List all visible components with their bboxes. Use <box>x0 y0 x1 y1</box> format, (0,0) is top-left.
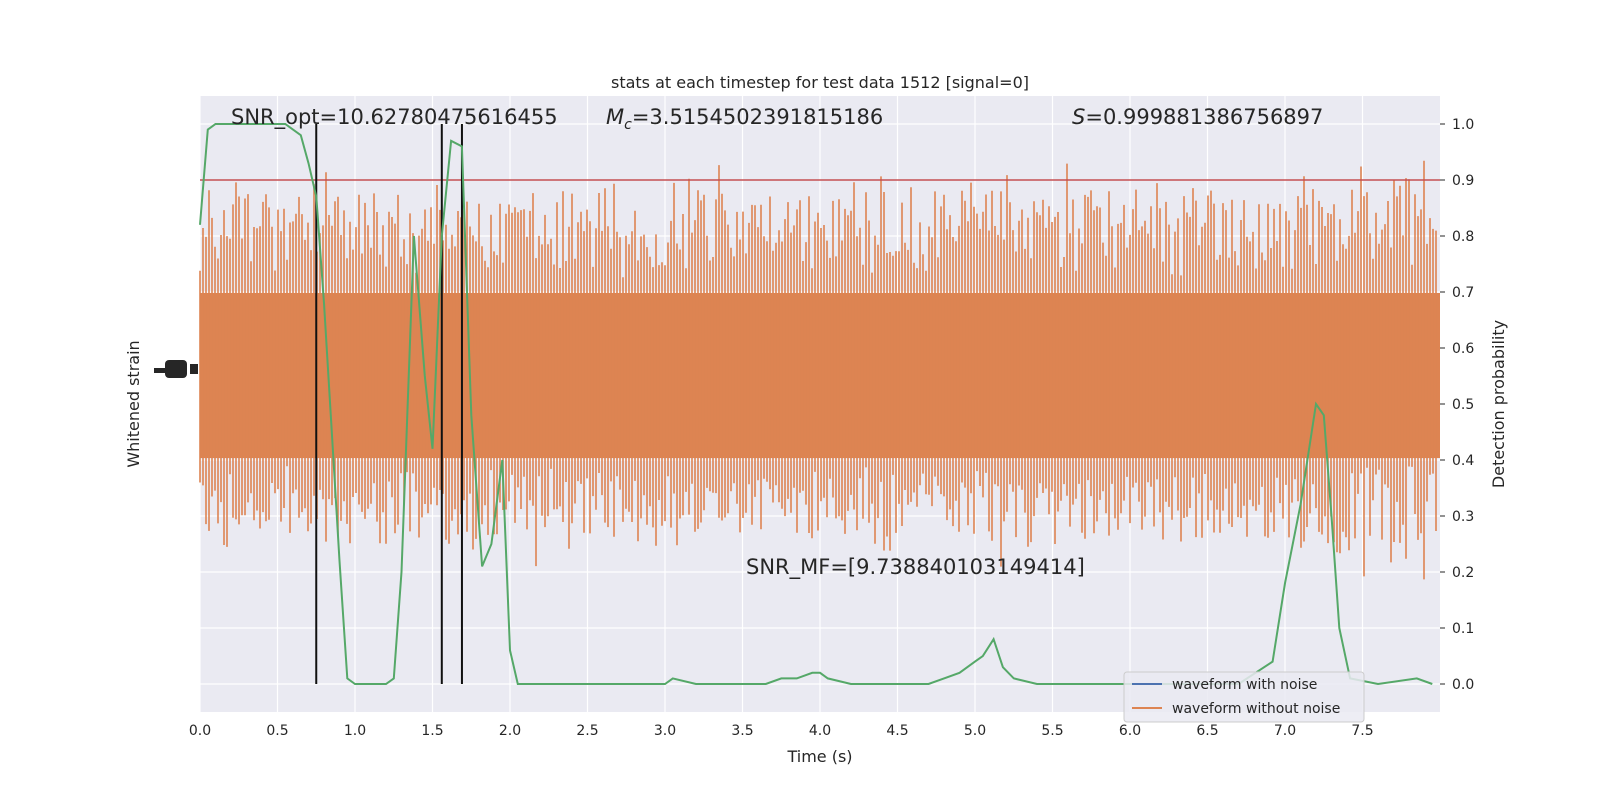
x-tick-label: 7.5 <box>1351 723 1373 739</box>
y-tick-label: 0.5 <box>1452 397 1474 413</box>
x-tick-label: 5.5 <box>1041 723 1063 739</box>
chirp-mass-annotation: Mc=3.5154502391815186 <box>606 105 883 133</box>
left-axis-overlapping-ticks <box>154 360 198 378</box>
x-tick-label: 6.5 <box>1196 723 1218 739</box>
right-y-axis-label: Detection probability <box>1489 320 1508 488</box>
x-tick-label: 0.5 <box>266 723 288 739</box>
x-tick-label: 3.5 <box>731 723 753 739</box>
left-y-axis-label: Whitened strain <box>124 340 143 467</box>
y-tick-label: 0.7 <box>1452 285 1474 301</box>
legend: waveform with noise waveform without noi… <box>1123 671 1365 723</box>
legend-label-with-noise: waveform with noise <box>1172 677 1317 693</box>
s-annotation: S=0.999881386756897 <box>1072 105 1323 129</box>
legend-box <box>1123 671 1365 723</box>
x-tick-label: 4.0 <box>809 723 831 739</box>
y-tick-label: 0.4 <box>1452 453 1474 469</box>
x-tick-label: 2.0 <box>499 723 521 739</box>
x-tick-label: 5.0 <box>964 723 986 739</box>
x-axis-ticks: 0.0 0.5 1.0 1.5 2.0 2.5 3.0 3.5 4.0 4.5 5.0 5.5 6.0 6… <box>189 723 1374 739</box>
y-tick-label: 0.0 <box>1452 677 1474 693</box>
legend-label-without-noise: waveform without noise <box>1172 701 1340 717</box>
right-y-axis-ticks: 0.0 0.1 0.2 0.3 0.4 0.5 0.6 0.7 0.8 0.9 1.0 <box>1440 117 1474 693</box>
y-tick-label: 0.1 <box>1452 621 1474 637</box>
y-tick-label: 0.8 <box>1452 229 1474 245</box>
y-tick-label: 0.2 <box>1452 565 1474 581</box>
strain-spikes <box>199 160 1437 580</box>
y-tick-label: 0.6 <box>1452 341 1474 357</box>
x-tick-label: 4.5 <box>886 723 908 739</box>
y-tick-label: 0.9 <box>1452 173 1474 189</box>
y-tick-label: 0.3 <box>1452 509 1474 525</box>
snr-mf-annotation: SNR_MF=[9.738840103149414] <box>746 555 1085 580</box>
x-tick-label: 1.5 <box>421 723 443 739</box>
vertical-marker-lines <box>315 124 463 684</box>
snr-opt-annotation: SNR_opt=10.62780475616455 <box>231 105 558 130</box>
x-tick-label: 1.0 <box>344 723 366 739</box>
x-tick-label: 2.5 <box>576 723 598 739</box>
chart-title: stats at each timestep for test data 151… <box>611 73 1029 92</box>
x-tick-label: 3.0 <box>654 723 676 739</box>
x-axis-label: Time (s) <box>786 747 852 766</box>
x-tick-label: 7.0 <box>1274 723 1296 739</box>
x-tick-label: 6.0 <box>1119 723 1141 739</box>
y-tick-label: 1.0 <box>1452 117 1474 133</box>
x-tick-label: 0.0 <box>189 723 211 739</box>
